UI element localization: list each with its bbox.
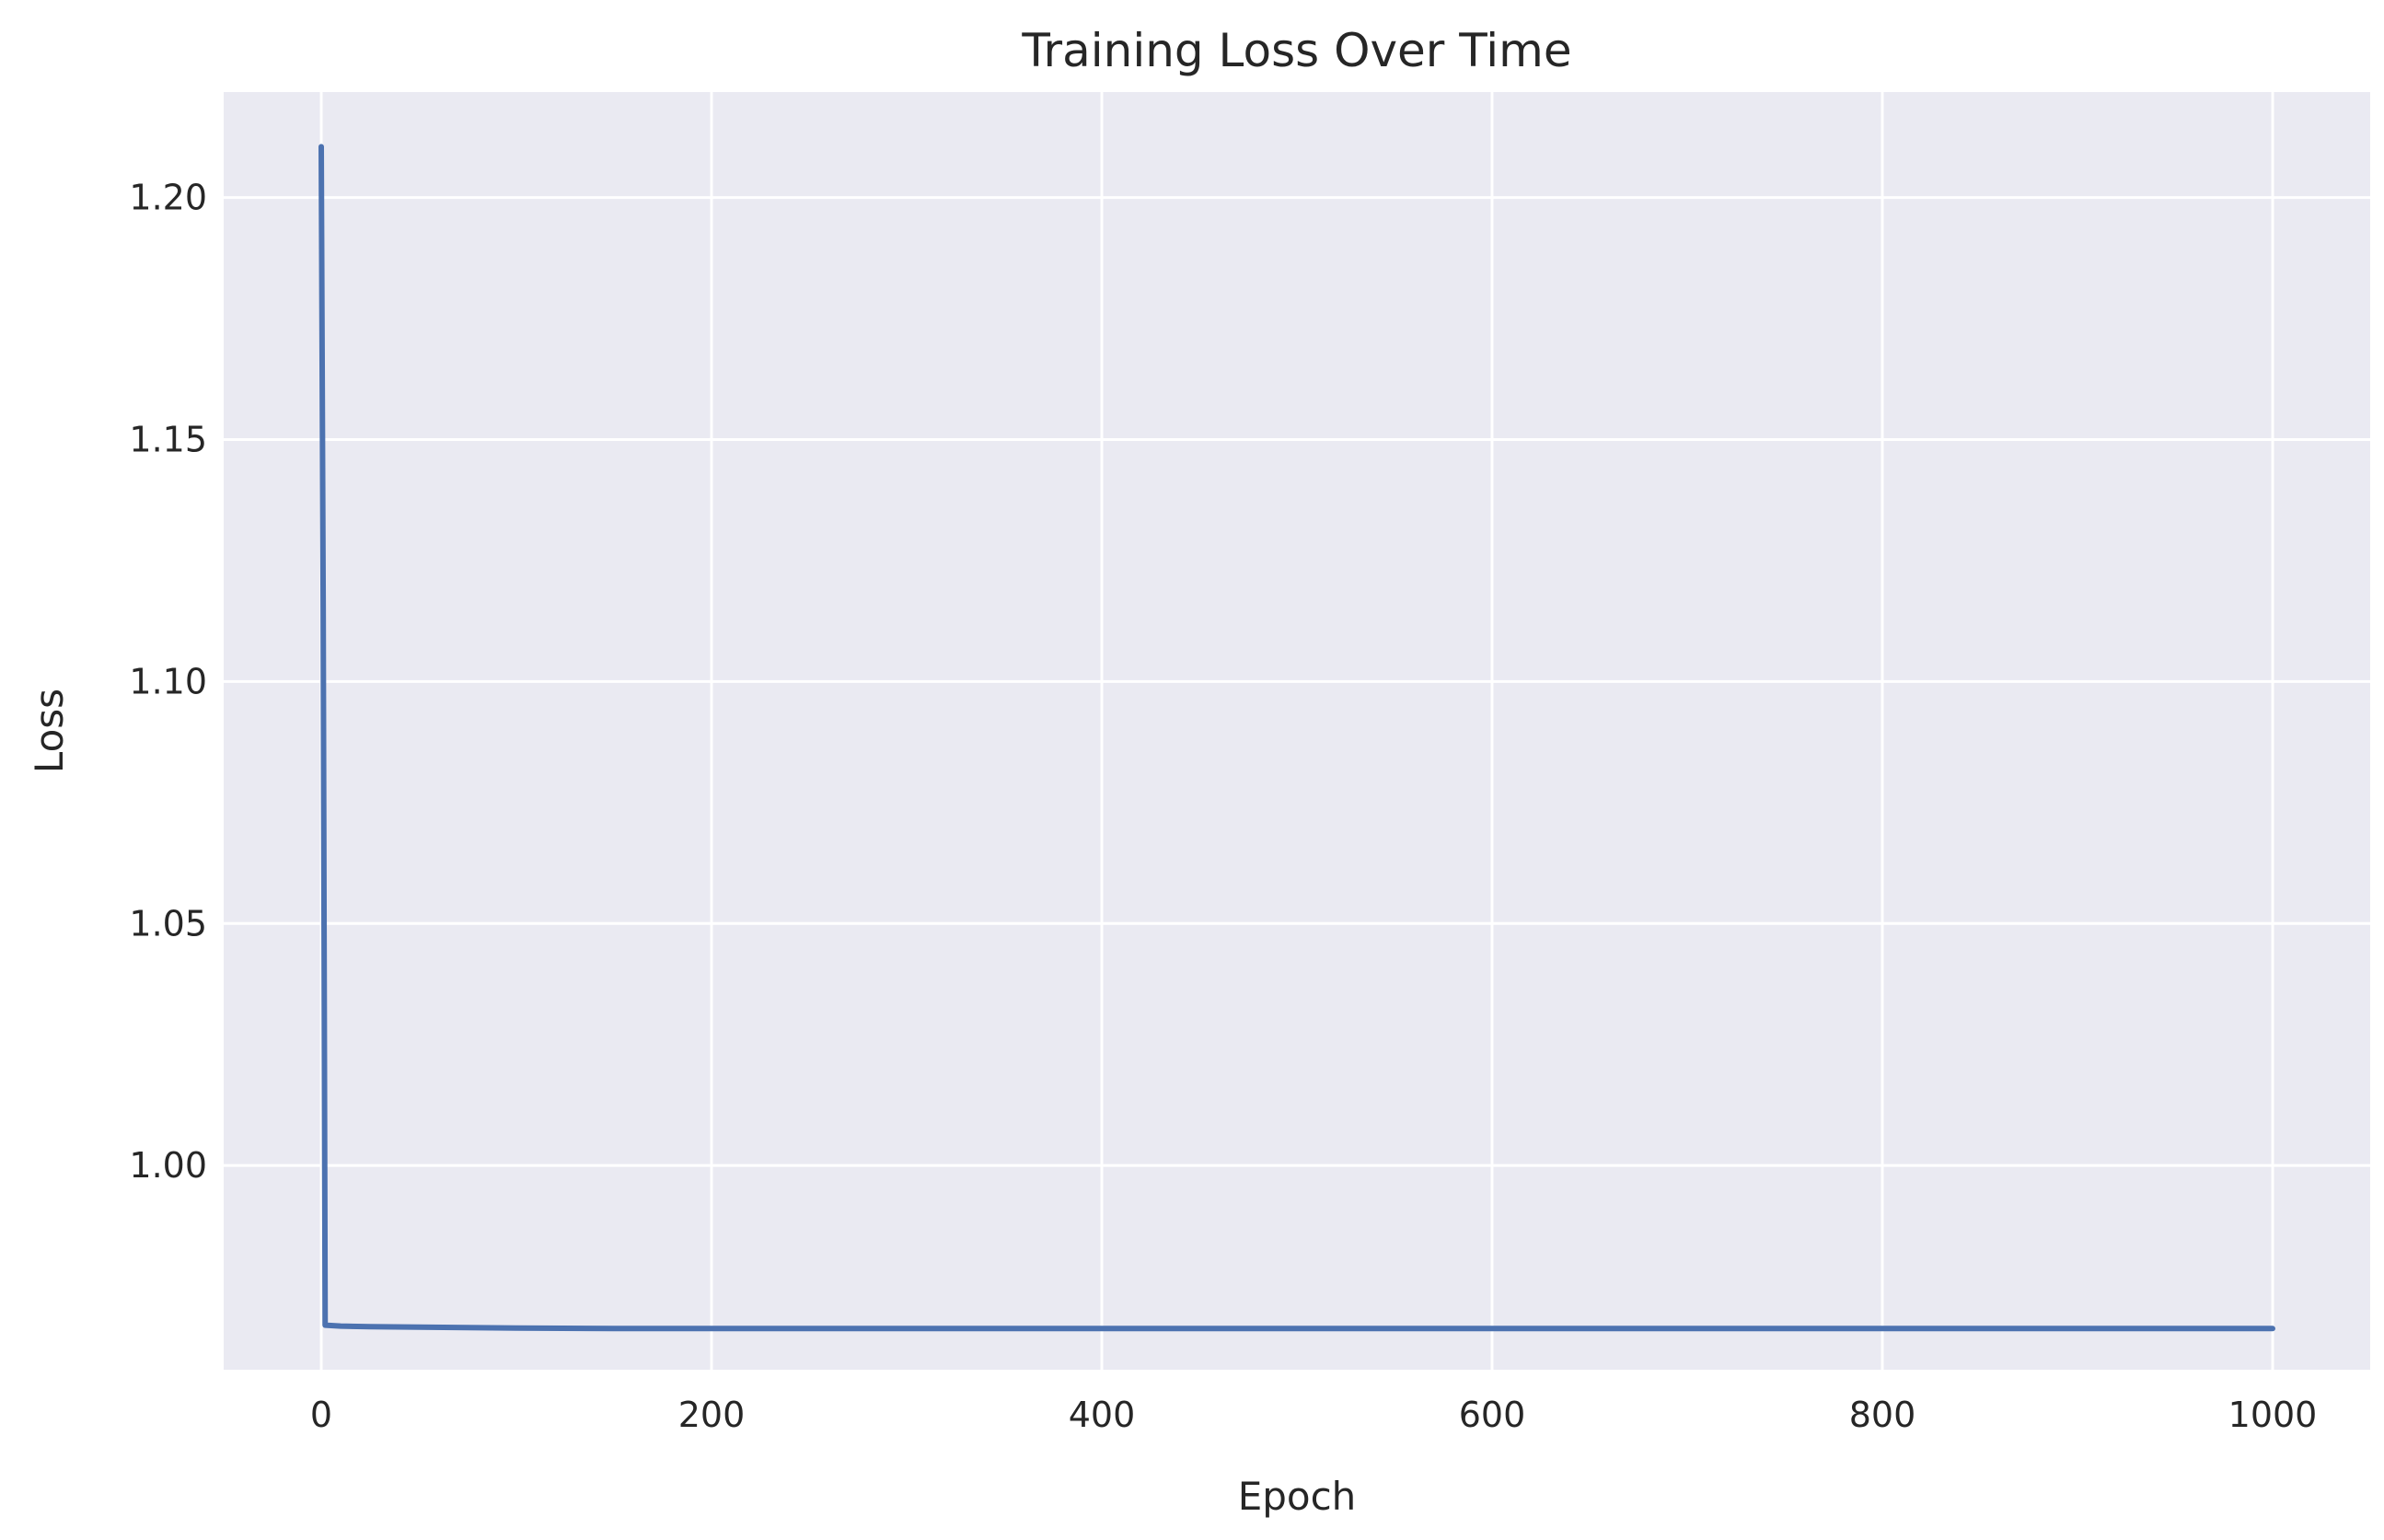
plot-background	[224, 92, 2370, 1370]
y-tick-label: 1.05	[129, 903, 207, 944]
x-tick-label: 800	[1849, 1395, 1916, 1435]
x-tick-label: 400	[1069, 1395, 1136, 1435]
y-tick-label: 1.15	[129, 419, 207, 459]
y-axis-label: Loss	[27, 689, 72, 773]
chart-title: Training Loss Over Time	[1021, 24, 1571, 77]
series-group	[318, 144, 2275, 1332]
x-tick-label: 1000	[2228, 1395, 2318, 1435]
x-grid-lines	[319, 92, 2274, 1370]
x-tick-label: 600	[1459, 1395, 1526, 1435]
y-tick-label: 1.20	[129, 178, 207, 218]
y-tick-label: 1.10	[129, 661, 207, 701]
y-tick-label: 1.00	[129, 1145, 207, 1186]
x-tick-label: 200	[678, 1395, 746, 1435]
x-tick-label: 0	[310, 1395, 332, 1435]
y-grid-lines	[224, 196, 2370, 1167]
y-tick-labels: 1.00 1.05 1.10 1.15 1.20	[129, 178, 207, 1187]
x-axis-label: Epoch	[1238, 1474, 1357, 1519]
loss-series-line	[318, 144, 2275, 1332]
x-tick-labels: 0 200 400 600 800 1000	[310, 1395, 2317, 1435]
